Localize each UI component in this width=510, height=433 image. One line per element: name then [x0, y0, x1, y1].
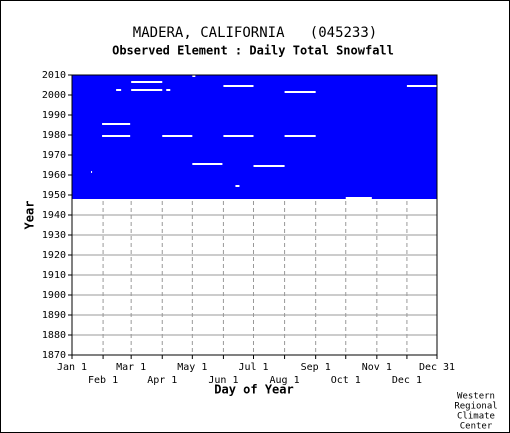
gap — [253, 165, 285, 167]
gap — [131, 89, 163, 91]
gap — [192, 75, 196, 77]
x-tick-label: May 1 — [177, 362, 207, 373]
x-tick-label: Dec 31 — [419, 362, 455, 373]
y-tick-label: 1880 — [42, 330, 66, 341]
y-tick-label: 1890 — [42, 310, 66, 321]
gap — [223, 135, 254, 137]
gap — [162, 135, 193, 137]
y-tick-label: 1950 — [42, 190, 66, 201]
credit: Regional — [454, 402, 497, 412]
y-tick-label: 1960 — [42, 170, 66, 181]
plot-border — [71, 74, 438, 356]
y-tick-label: 1870 — [42, 350, 66, 361]
x-tick-label: Apr 1 — [147, 375, 177, 386]
gap — [284, 135, 316, 137]
gap — [166, 89, 171, 91]
x-tick-label: Jul 1 — [238, 362, 268, 373]
x-tick-label: Aug 1 — [270, 375, 300, 386]
gap — [131, 81, 163, 83]
x-tick-label: Dec 1 — [392, 375, 422, 386]
gap — [345, 197, 372, 199]
y-tick-label: 1920 — [42, 250, 66, 261]
gap — [192, 163, 223, 165]
gap — [91, 171, 93, 173]
gap — [102, 135, 131, 137]
gap — [406, 85, 437, 87]
y-tick-label: 1970 — [42, 150, 66, 161]
coverage — [72, 75, 437, 199]
gap — [116, 89, 122, 91]
credit: Center — [460, 422, 493, 432]
chart-subtitle: Observed Element : Daily Total Snowfall — [112, 44, 394, 58]
y-tick-label: 1990 — [42, 110, 66, 121]
x-tick-label: Nov 1 — [362, 362, 392, 373]
y-tick-label: 2010 — [42, 70, 66, 81]
credit: Climate — [457, 412, 495, 422]
y-tick-label: 1980 — [42, 130, 66, 141]
x-tick-label: Sep 1 — [301, 362, 331, 373]
x-tick-label: Jan 1 — [57, 362, 87, 373]
y-tick-label: 2000 — [42, 90, 66, 101]
y-tick-label: 1910 — [42, 270, 66, 281]
x-tick-label: Oct 1 — [331, 375, 361, 386]
y-axis-label: Year — [23, 201, 37, 230]
gap — [102, 123, 131, 125]
x-axis-label: Day of Year — [214, 383, 293, 397]
chart-title: MADERA, CALIFORNIA (045233) — [133, 25, 377, 41]
x-tick-label: Feb 1 — [88, 375, 118, 386]
gap — [223, 85, 254, 87]
x-tick-label: Mar 1 — [116, 362, 146, 373]
y-tick-label: 1940 — [42, 210, 66, 221]
credit: Western — [457, 392, 495, 402]
gap — [235, 185, 240, 187]
y-tick-label: 1930 — [42, 230, 66, 241]
x-tick-label: Jun 1 — [208, 375, 238, 386]
gap — [284, 91, 316, 93]
y-tick-label: 1900 — [42, 290, 66, 301]
